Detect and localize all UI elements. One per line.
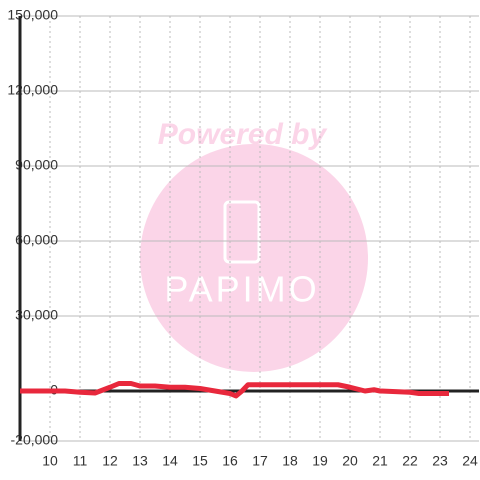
x-tick-label: 16: [222, 453, 238, 469]
y-tick-label: 150,000: [7, 7, 58, 23]
x-tick-label: 24: [462, 453, 478, 469]
x-tick-label: 22: [402, 453, 418, 469]
watermark: Powered by PAPIMO: [140, 118, 368, 372]
y-tick-label: -20,000: [11, 432, 59, 448]
x-tick-label: 15: [192, 453, 208, 469]
y-tick-label: 60,000: [15, 232, 58, 248]
x-tick-label: 14: [162, 453, 178, 469]
x-tick-label: 10: [42, 453, 58, 469]
watermark-phone: [223, 200, 261, 264]
x-tick-label: 13: [132, 453, 148, 469]
x-tick-label: 23: [432, 453, 448, 469]
data-line: [20, 381, 449, 399]
y-tick-label: 30,000: [15, 307, 58, 323]
x-tick-label: 20: [342, 453, 358, 469]
y-tick-label: 120,000: [7, 82, 58, 98]
x-tick-label: 12: [102, 453, 118, 469]
x-tick-label: 19: [312, 453, 328, 469]
x-tick-label: 11: [73, 453, 88, 469]
watermark-top: Powered by: [158, 118, 328, 151]
y-tick-label: 90,000: [15, 157, 58, 173]
watermark-circle: [140, 144, 368, 372]
x-tick-label: 17: [252, 453, 268, 469]
x-tick-label: 18: [282, 453, 298, 469]
watermark-bottom: PAPIMO: [164, 269, 319, 310]
x-tick-label: 21: [372, 453, 388, 469]
